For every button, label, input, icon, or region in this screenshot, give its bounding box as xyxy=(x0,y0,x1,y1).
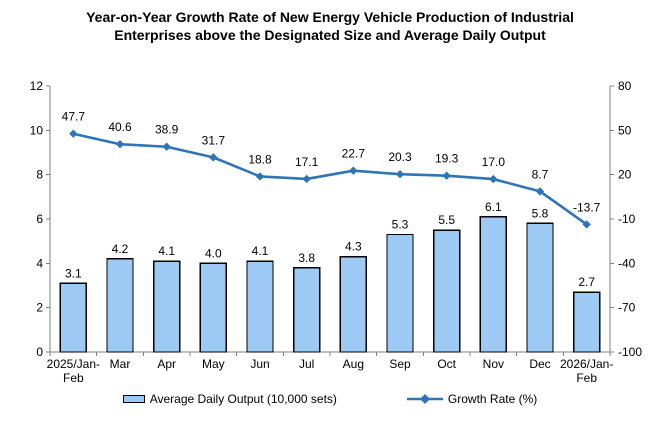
bar xyxy=(292,267,321,353)
chart-title: Year-on-Year Growth Rate of New Energy V… xyxy=(86,9,574,44)
line-marker-diamond-icon xyxy=(255,172,265,181)
x-axis-label: Jul xyxy=(299,357,314,371)
left-axis-tick-label: 2 xyxy=(36,301,43,315)
line-series-swatch-icon xyxy=(406,394,443,404)
right-axis-tick-label: -10 xyxy=(618,212,636,226)
bar-value-label: 5.3 xyxy=(392,218,409,232)
bar xyxy=(199,262,228,353)
right-axis-tick-label: -100 xyxy=(618,345,642,359)
bar-value-label: 4.1 xyxy=(252,244,269,258)
bar-value-label: 4.1 xyxy=(158,244,175,258)
bar xyxy=(386,233,414,353)
line-value-label: 17.1 xyxy=(295,155,319,169)
line-value-label: 20.3 xyxy=(388,150,412,164)
line-marker-diamond-icon xyxy=(302,174,311,184)
legend-label-average-daily-output: Average Daily Output (10,000 sets) xyxy=(149,392,337,406)
line-marker-diamond-icon xyxy=(395,170,405,179)
bar-value-label: 3.1 xyxy=(65,266,82,280)
x-axis-label: Jun xyxy=(250,357,269,371)
line-marker-diamond-icon xyxy=(349,166,358,175)
line-marker-diamond-icon xyxy=(489,174,498,184)
x-axis-label: Dec xyxy=(529,357,550,371)
right-axis-tick-label: -40 xyxy=(618,256,636,270)
x-axis-label: 2026/Jan-Feb xyxy=(560,357,613,385)
x-axis-label: Oct xyxy=(437,357,456,371)
bar-value-label: 6.1 xyxy=(485,200,502,214)
legend-diamond-icon xyxy=(419,394,430,404)
line-value-label: 19.3 xyxy=(435,152,459,166)
bar xyxy=(152,260,181,353)
right-axis-tick-label: 20 xyxy=(618,168,632,182)
x-axis-label: Mar xyxy=(110,357,131,371)
right-axis-tick-label: -70 xyxy=(618,301,636,315)
growth-line xyxy=(72,132,588,226)
bar-value-label: 4.0 xyxy=(205,246,222,260)
line-value-label: 31.7 xyxy=(202,133,226,147)
right-axis-tick-label: 50 xyxy=(618,123,632,137)
x-axis-label: 2025/Jan-Feb xyxy=(47,357,100,385)
line-marker-diamond-icon xyxy=(209,153,218,162)
bar-value-label: 4.2 xyxy=(112,242,129,256)
line-marker-diamond-icon xyxy=(115,140,125,149)
left-axis-tick-label: 4 xyxy=(36,256,43,270)
bar-value-label: 5.8 xyxy=(532,206,549,220)
left-axis-tick-label: 0 xyxy=(36,345,43,359)
x-axis-label: Aug xyxy=(343,357,364,371)
legend-item-average-daily-output: Average Daily Output (10,000 sets) xyxy=(122,392,337,406)
bar-value-label: 3.8 xyxy=(298,251,315,265)
line-value-label: 40.6 xyxy=(108,120,132,134)
left-axis-tick-label: 12 xyxy=(30,79,44,93)
chart-legend: Average Daily Output (10,000 sets) Growt… xyxy=(0,392,660,406)
bar xyxy=(526,222,554,353)
line-marker-diamond-icon xyxy=(442,171,451,180)
bar-value-label: 5.5 xyxy=(438,213,455,227)
x-axis-label: Apr xyxy=(157,357,176,371)
line-value-label: 38.9 xyxy=(155,123,179,137)
line-value-label: 17.0 xyxy=(482,155,506,169)
line-marker-diamond-icon xyxy=(69,129,78,138)
bar xyxy=(479,216,508,353)
bar xyxy=(339,255,368,353)
bar xyxy=(246,260,274,353)
line-value-label: -13.7 xyxy=(573,200,601,214)
bar-series-swatch-icon xyxy=(122,395,145,403)
bar xyxy=(106,258,134,353)
bar-value-label: 2.7 xyxy=(578,275,595,289)
left-axis-tick-label: 6 xyxy=(36,212,43,226)
x-axis-label: May xyxy=(202,357,225,371)
x-axis-label: Nov xyxy=(483,357,504,371)
bar xyxy=(432,229,461,353)
legend-label-growth-rate: Growth Rate (%) xyxy=(447,392,538,406)
line-value-label: 47.7 xyxy=(62,110,86,124)
left-axis-tick-label: 8 xyxy=(36,168,43,182)
x-axis-label: Sep xyxy=(389,357,411,371)
line-marker-diamond-icon xyxy=(582,220,591,229)
line-marker-diamond-icon xyxy=(162,142,171,151)
chart-canvas: 0 2 4 6 8 10 12 -100 -70 -40 -10 20 50 80 2025/Jan-Feb… xyxy=(30,79,643,385)
line-value-label: 22.7 xyxy=(342,147,366,161)
bar xyxy=(572,291,601,353)
left-axis-tick-label: 10 xyxy=(30,123,44,137)
line-value-label: 8.7 xyxy=(532,167,549,181)
right-axis-tick-label: 80 xyxy=(618,79,632,93)
line-marker-diamond-icon xyxy=(535,187,545,196)
bar-value-label: 4.3 xyxy=(345,240,362,254)
legend-item-growth-rate: Growth Rate (%) xyxy=(406,392,538,406)
bar xyxy=(59,282,88,353)
line-value-label: 18.8 xyxy=(248,152,272,166)
